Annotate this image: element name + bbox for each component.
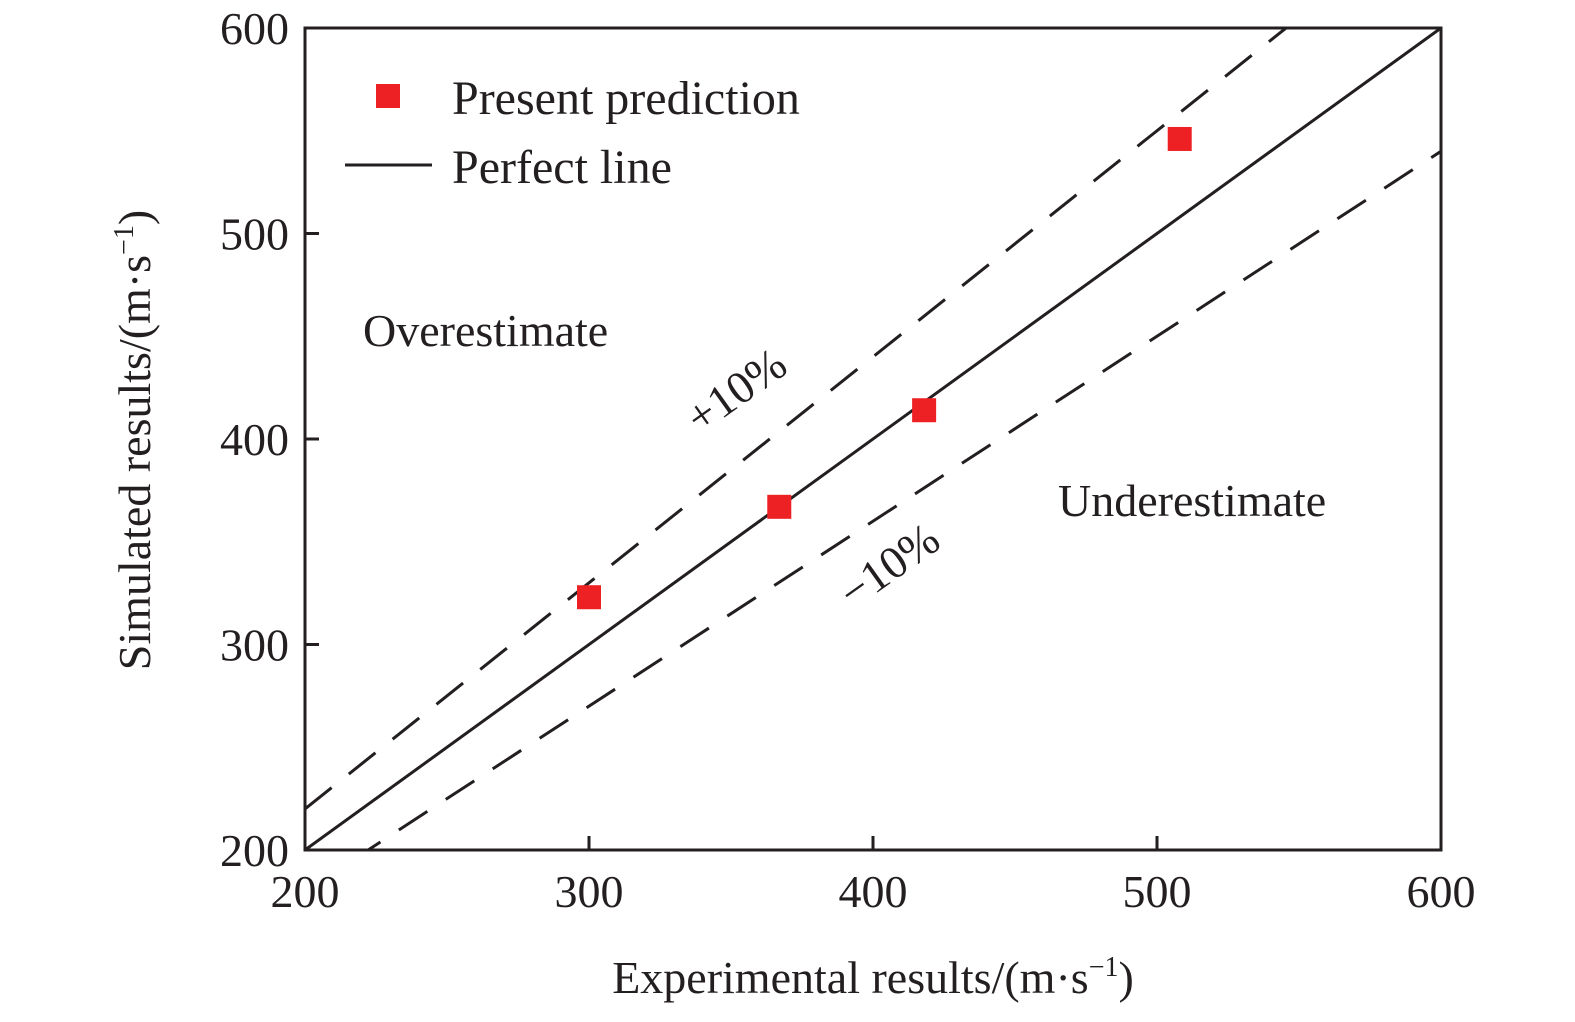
x-tick-label: 200: [271, 866, 340, 917]
data-point: [767, 494, 792, 519]
legend-label-perfect-line: Perfect line: [452, 141, 672, 194]
y-tick-label: 500: [220, 209, 289, 260]
underestimate-label: Underestimate: [1058, 475, 1326, 526]
y-tick-label: 400: [220, 414, 289, 465]
x-axis-ticks: 200 300 400 500 600: [271, 836, 1476, 917]
plus-10-percent-label: +10%: [676, 338, 795, 444]
x-tick-label: 400: [839, 866, 908, 917]
y-tick-label: 200: [220, 825, 289, 876]
y-axis-ticks: 200 300 400 500 600: [220, 3, 319, 876]
data-markers: [577, 126, 1192, 610]
x-axis-label: Experimental results/(m·s−1): [612, 952, 1134, 1003]
y-axis-label: Simulated results/(m·s−1): [109, 210, 160, 670]
data-point: [1167, 126, 1192, 151]
perfect-line: [305, 28, 1441, 850]
minus-10-percent-label: −10%: [829, 513, 948, 619]
x-tick-label: 600: [1407, 866, 1476, 917]
reference-lines: [305, 28, 1441, 850]
data-point: [912, 398, 937, 423]
legend: Present prediction Perfect line: [345, 72, 800, 194]
overestimate-label: Overestimate: [363, 305, 608, 356]
data-point: [577, 585, 601, 610]
minus-10-percent-line: [365, 150, 1441, 850]
legend-marker-present-prediction: [376, 84, 400, 108]
y-tick-label: 600: [220, 3, 289, 54]
x-tick-label: 500: [1123, 866, 1192, 917]
plus-10-percent-line: [305, 28, 1289, 811]
x-tick-label: 300: [555, 866, 624, 917]
y-tick-label: 300: [220, 620, 289, 671]
legend-label-present-prediction: Present prediction: [452, 72, 800, 125]
